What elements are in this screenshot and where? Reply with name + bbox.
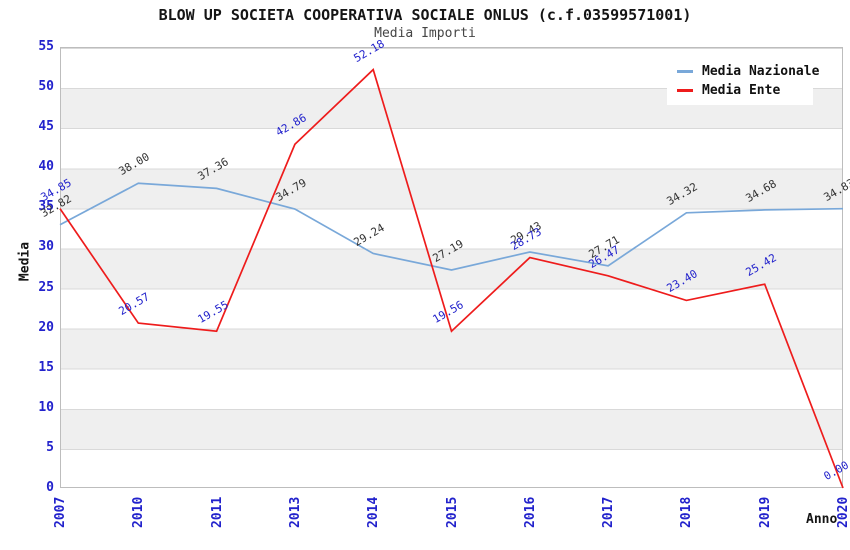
y-tick-label: 0 xyxy=(46,480,54,495)
y-tick-label: 55 xyxy=(38,39,54,54)
y-tick-label: 50 xyxy=(38,79,54,95)
legend-item: Media Ente xyxy=(677,81,813,100)
y-tick-label: 40 xyxy=(38,159,54,175)
legend-item: Media Nazionale xyxy=(677,62,819,81)
x-tick-label: 2020 xyxy=(836,496,850,528)
x-tick-label: 2015 xyxy=(444,496,460,528)
legend-box: Media Nazionale Media Ente xyxy=(667,57,819,105)
y-tick-label: 5 xyxy=(46,439,54,455)
y-tick-label: 35 xyxy=(38,199,54,215)
y-tick-label: 15 xyxy=(38,359,54,375)
x-tick-label: 2017 xyxy=(601,496,617,528)
plot-area xyxy=(60,47,843,488)
x-tick-label: 2018 xyxy=(679,496,695,528)
x-axis-title: Anno xyxy=(806,512,838,527)
x-tick-label: 2014 xyxy=(366,496,382,528)
x-tick-label: 2016 xyxy=(522,496,538,528)
x-tick-label: 2013 xyxy=(287,496,303,528)
y-tick-label: 20 xyxy=(38,319,54,335)
chart-subtitle: Media Importi xyxy=(374,26,476,41)
y-tick-label: 10 xyxy=(38,399,54,415)
y-tick-label: 45 xyxy=(38,119,54,135)
x-tick-label: 2007 xyxy=(53,496,68,528)
x-tick-label: 2011 xyxy=(209,496,225,528)
x-tick-label: 2010 xyxy=(131,496,147,528)
y-tick-label: 25 xyxy=(38,279,54,295)
legend-line-swatch-icon xyxy=(677,89,693,92)
legend-item-label: Media Ente xyxy=(702,83,781,98)
x-tick-label: 2019 xyxy=(757,496,773,528)
y-tick-label: 30 xyxy=(38,239,54,255)
chart-title: BLOW UP SOCIETA COOPERATIVA SOCIALE ONLU… xyxy=(158,6,692,24)
legend-line-swatch-icon xyxy=(677,70,693,73)
legend-item-label: Media Nazionale xyxy=(702,64,820,79)
